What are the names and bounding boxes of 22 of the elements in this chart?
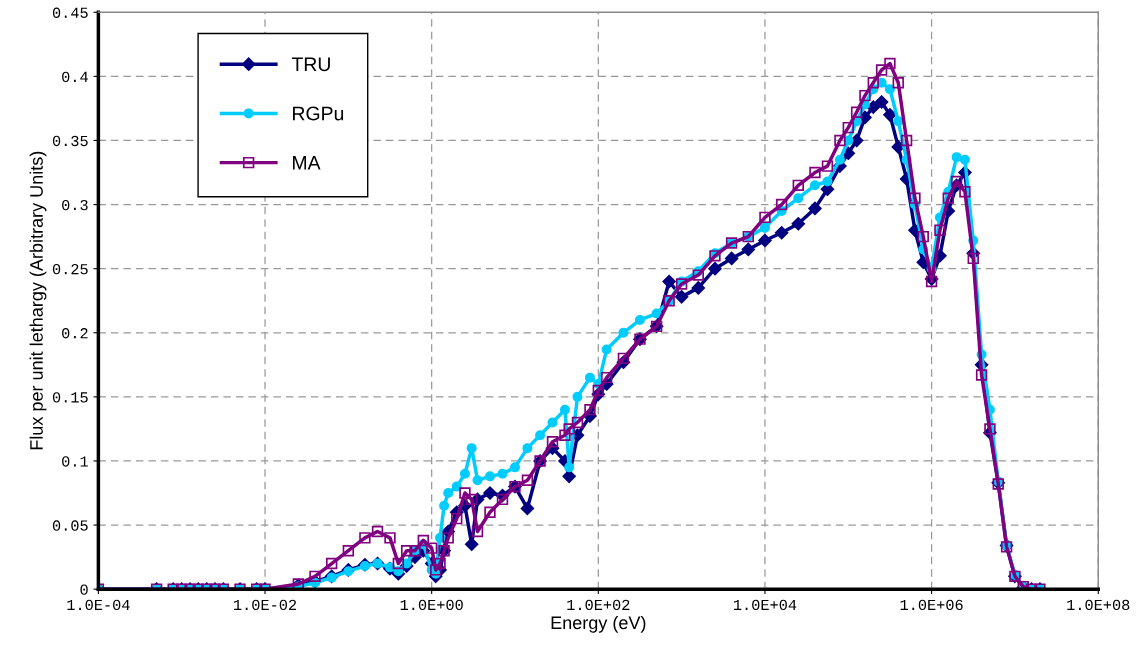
x-tick-label: 1.0E+08: [1067, 599, 1130, 611]
x-tick-label: 1.0E+06: [900, 599, 963, 611]
x-tick-label: 1.0E+00: [400, 599, 463, 611]
x-tick-label: 1.0E-04: [67, 599, 130, 611]
x-tick-label: 1.0E-02: [234, 599, 297, 611]
y-tick-label: 0.1: [62, 456, 88, 467]
legend-label: RGPu: [293, 106, 344, 121]
x-tick-label: 1.0E+04: [733, 599, 797, 611]
y-tick-label: 0.05: [52, 520, 88, 531]
y-tick-label: 0.45: [52, 7, 88, 18]
y-tick-label: 0.3: [62, 199, 88, 211]
y-tick-label: 0.4: [62, 71, 88, 83]
x-axis-title: Energy (eV): [551, 615, 646, 633]
y-tick-label: 0: [80, 584, 88, 595]
y-tick-label: 0.35: [52, 135, 88, 147]
y-tick-label: 0.25: [52, 263, 88, 275]
y-tick-label: 0.2: [62, 328, 88, 339]
y-axis-title: Flux per unit lethargy (Arbitrary Units): [29, 151, 47, 450]
y-tick-label: 0.15: [52, 392, 88, 403]
x-tick-label: 1.0E+02: [567, 599, 630, 611]
legend-label: TRU: [291, 57, 330, 72]
legend-label: MA: [293, 156, 321, 170]
